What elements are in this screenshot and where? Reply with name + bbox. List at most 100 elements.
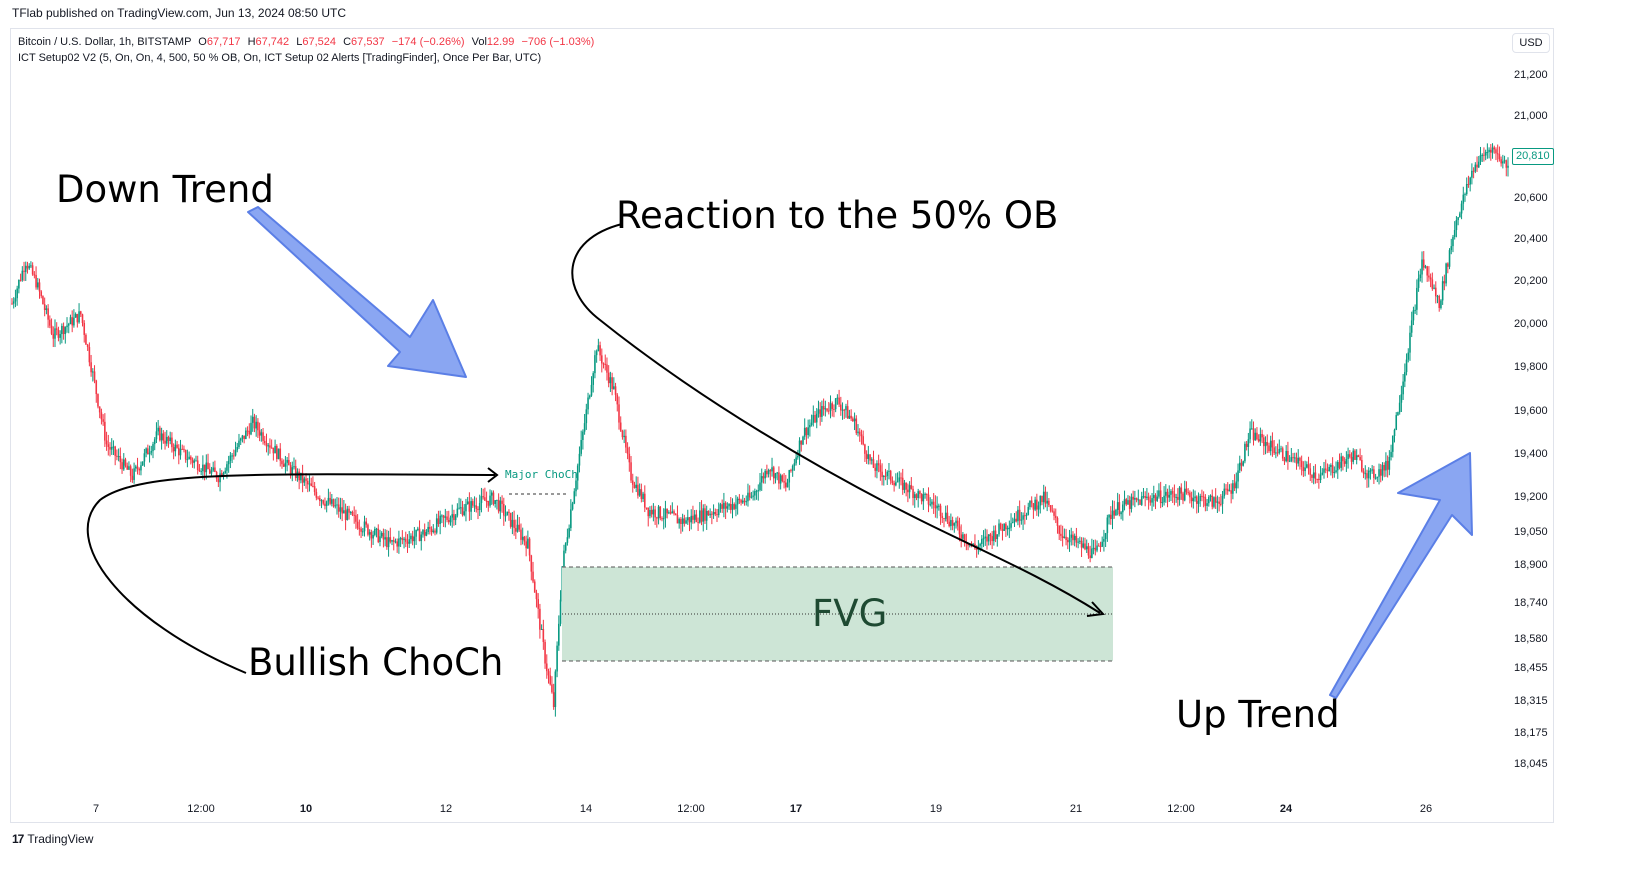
currency-button[interactable]: USD	[1512, 33, 1550, 53]
candle-body	[208, 469, 211, 474]
candle-body	[712, 512, 715, 515]
candle-body	[521, 536, 524, 540]
price-tick-label: 19,050	[1514, 526, 1548, 538]
price-tick-label: 18,740	[1514, 597, 1548, 609]
candle-body	[680, 519, 682, 524]
candle-body	[760, 476, 763, 483]
candle-body	[891, 480, 894, 483]
candles-layer	[11, 143, 1509, 717]
candle-body	[1441, 281, 1444, 301]
symbol-name[interactable]: Bitcoin / U.S. Dollar, 1h, BITSTAMP	[18, 36, 192, 48]
candle-body	[133, 468, 135, 480]
candle-body	[97, 394, 99, 407]
candle-body	[282, 464, 285, 467]
candle-body	[754, 491, 756, 496]
candle-body	[404, 538, 407, 542]
candle-body	[1268, 445, 1270, 452]
candle-body	[956, 520, 959, 527]
candle-body	[379, 536, 381, 542]
candle-body	[477, 508, 479, 510]
candle-body	[1066, 540, 1069, 543]
candle-body	[621, 430, 624, 438]
candle-body	[1135, 497, 1138, 500]
candle-body	[45, 308, 48, 311]
candle-body	[1378, 469, 1380, 477]
close-label: C	[343, 36, 352, 48]
candle-body	[423, 529, 426, 536]
candle-body	[418, 528, 421, 542]
candle-body	[1457, 217, 1459, 221]
candle-body	[473, 505, 476, 507]
candle-body	[332, 499, 335, 507]
candle-body	[1402, 381, 1404, 395]
candle-body	[363, 521, 366, 532]
candle-body	[637, 484, 639, 496]
candle-body	[159, 427, 161, 441]
tradingview-brand[interactable]: 17 TradingView	[12, 832, 93, 846]
candle-body	[1194, 496, 1196, 499]
candle-body	[74, 314, 77, 318]
candle-body	[527, 538, 529, 549]
candle-body	[824, 408, 827, 410]
candle-body	[1082, 543, 1085, 548]
candle-body	[654, 509, 656, 518]
candle-body	[179, 448, 182, 456]
candle-body	[1440, 300, 1442, 308]
candle-body	[511, 519, 514, 527]
candle-body	[743, 500, 746, 503]
candle-body	[337, 504, 340, 512]
candle-body	[1290, 457, 1293, 461]
candle-body	[429, 526, 431, 529]
candle-body	[901, 477, 904, 490]
candle-body	[312, 485, 314, 487]
candle-body	[1476, 164, 1478, 168]
candle-body	[623, 435, 625, 438]
candle-body	[122, 459, 125, 470]
candle-body	[141, 461, 144, 466]
candle-body	[575, 480, 577, 492]
candle-body	[18, 280, 20, 289]
candle-body	[570, 509, 572, 529]
candle-body	[1171, 491, 1174, 494]
candle-body	[714, 512, 717, 515]
candle-body	[64, 327, 67, 335]
candle-body	[1068, 537, 1071, 543]
candle-body	[1037, 505, 1040, 510]
candle-body	[1051, 510, 1054, 512]
price-tick-label: 18,045	[1514, 758, 1548, 770]
candle-body	[762, 476, 765, 479]
candle-body	[1369, 470, 1372, 472]
candle-body	[735, 504, 737, 509]
candle-body	[306, 480, 309, 485]
candle-body	[568, 528, 570, 538]
candle-body	[795, 457, 797, 464]
candle-body	[81, 314, 84, 324]
candle-body	[239, 438, 242, 441]
candle-body	[1264, 442, 1267, 447]
candle-body	[542, 629, 545, 643]
brand-name: TradingView	[27, 832, 94, 846]
candle-body	[1300, 460, 1303, 467]
candle-body	[1330, 465, 1332, 467]
candle-body	[1285, 450, 1287, 462]
candle-body	[993, 530, 995, 542]
candle-body	[748, 492, 751, 498]
candle-body	[226, 464, 228, 471]
candle-body	[441, 515, 443, 517]
candle-body	[1371, 469, 1373, 471]
candle-body	[236, 446, 239, 451]
candle-body	[1108, 514, 1110, 518]
candle-body	[747, 492, 749, 502]
candle-body	[643, 493, 646, 508]
candle-body	[996, 534, 999, 540]
candle-body	[355, 515, 357, 522]
candle-body	[61, 325, 63, 335]
indicator-line[interactable]: ICT Setup02 V2 (5, On, On, 4, 500, 50 % …	[18, 52, 542, 64]
time-tick-label: 10	[299, 803, 313, 815]
candle-body	[1465, 183, 1468, 195]
candle-body	[43, 304, 46, 311]
chart-pane[interactable]	[10, 28, 1554, 823]
candle-body	[1486, 152, 1489, 154]
candle-body	[243, 435, 245, 439]
